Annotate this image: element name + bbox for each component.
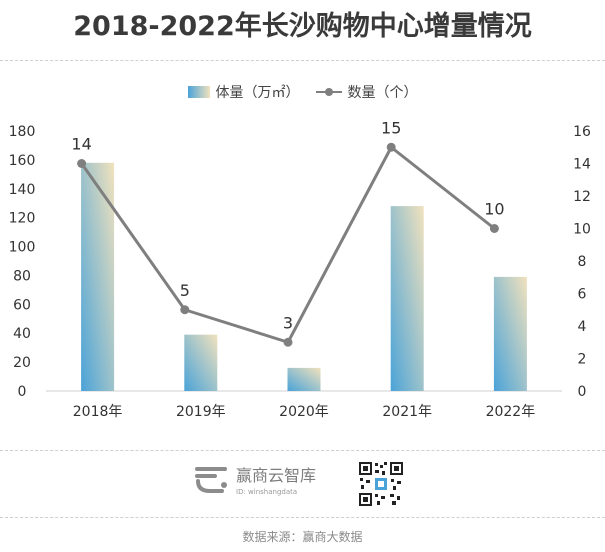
brand-id: ID: winshangdata bbox=[236, 488, 298, 496]
y-right-tick-label: 6 bbox=[578, 287, 587, 303]
line-point bbox=[386, 142, 396, 152]
line-data-label: 14 bbox=[71, 135, 91, 154]
chart-legend: 体量（万㎡） 数量（个） bbox=[0, 82, 605, 102]
y-left-tick-label: 80 bbox=[13, 268, 31, 284]
y-right-tick-label: 10 bbox=[573, 222, 591, 238]
y-right-tick-label: 14 bbox=[573, 157, 591, 173]
y-left-tick-label: 160 bbox=[9, 153, 36, 169]
x-tick-label: 2022年 bbox=[486, 404, 536, 420]
y-right-tick-label: 0 bbox=[578, 384, 587, 400]
combo-chart: 0 20 40 60 80 100 120 140 160 180 0 2 4 6 8 10 12 14 16 201… bbox=[9, 118, 591, 420]
title-divider bbox=[0, 60, 605, 61]
line-point bbox=[180, 305, 190, 315]
legend-bar-swatch bbox=[187, 86, 210, 98]
y-left-tick-label: 180 bbox=[9, 124, 36, 140]
brand-block: 赢商云智库 ID: winshangdata bbox=[192, 462, 316, 496]
bar bbox=[493, 276, 527, 391]
y-right-tick-label: 2 bbox=[578, 352, 587, 368]
y-right-tick-label: 4 bbox=[578, 319, 587, 335]
y-right-tick-label: 8 bbox=[578, 254, 587, 270]
y-right-tick-label: 16 bbox=[573, 124, 591, 140]
bar bbox=[390, 206, 424, 391]
y-left-tick-label: 20 bbox=[13, 355, 31, 371]
legend-line-label: 数量（个） bbox=[347, 85, 418, 101]
line-point bbox=[283, 337, 293, 347]
y-left-tick-label: 100 bbox=[9, 240, 36, 256]
chart-title: 2018-2022年长沙购物中心增量情况 bbox=[73, 11, 532, 42]
legend-item-volume: 体量（万㎡） bbox=[187, 82, 300, 102]
bar bbox=[287, 367, 321, 391]
y-left-tick-label: 120 bbox=[9, 211, 36, 227]
x-tick-label: 2020年 bbox=[279, 404, 329, 420]
line-data-label: 15 bbox=[381, 118, 401, 137]
y-left-tick-label: 40 bbox=[13, 326, 31, 342]
bar bbox=[184, 334, 218, 391]
brand-name: 赢商云智库 bbox=[236, 466, 317, 485]
y-left-tick-label: 0 bbox=[18, 384, 27, 400]
line-data-label: 5 bbox=[180, 281, 190, 300]
legend-line-icon bbox=[315, 86, 342, 98]
brand-logo-icon bbox=[195, 467, 227, 493]
bar bbox=[81, 162, 115, 391]
y-left-tick-label: 60 bbox=[13, 297, 31, 313]
data-source-note: 数据来源：赢商大数据 bbox=[242, 530, 363, 544]
line-point bbox=[77, 159, 87, 168]
y-left-tick-label: 140 bbox=[9, 182, 36, 198]
x-tick-label: 2018年 bbox=[73, 404, 123, 420]
x-tick-label: 2019年 bbox=[176, 404, 226, 420]
footer-top-divider bbox=[0, 450, 605, 451]
line-data-label: 10 bbox=[484, 200, 504, 219]
footer-bottom-divider bbox=[0, 517, 605, 518]
x-tick-label: 2021年 bbox=[382, 404, 432, 420]
line-data-label: 3 bbox=[283, 313, 293, 332]
qr-code-icon bbox=[358, 461, 404, 507]
legend-bar-label: 体量（万㎡） bbox=[215, 85, 300, 101]
legend-item-count: 数量（个） bbox=[315, 82, 418, 102]
y-right-tick-label: 12 bbox=[573, 189, 591, 205]
line-point bbox=[489, 224, 499, 233]
